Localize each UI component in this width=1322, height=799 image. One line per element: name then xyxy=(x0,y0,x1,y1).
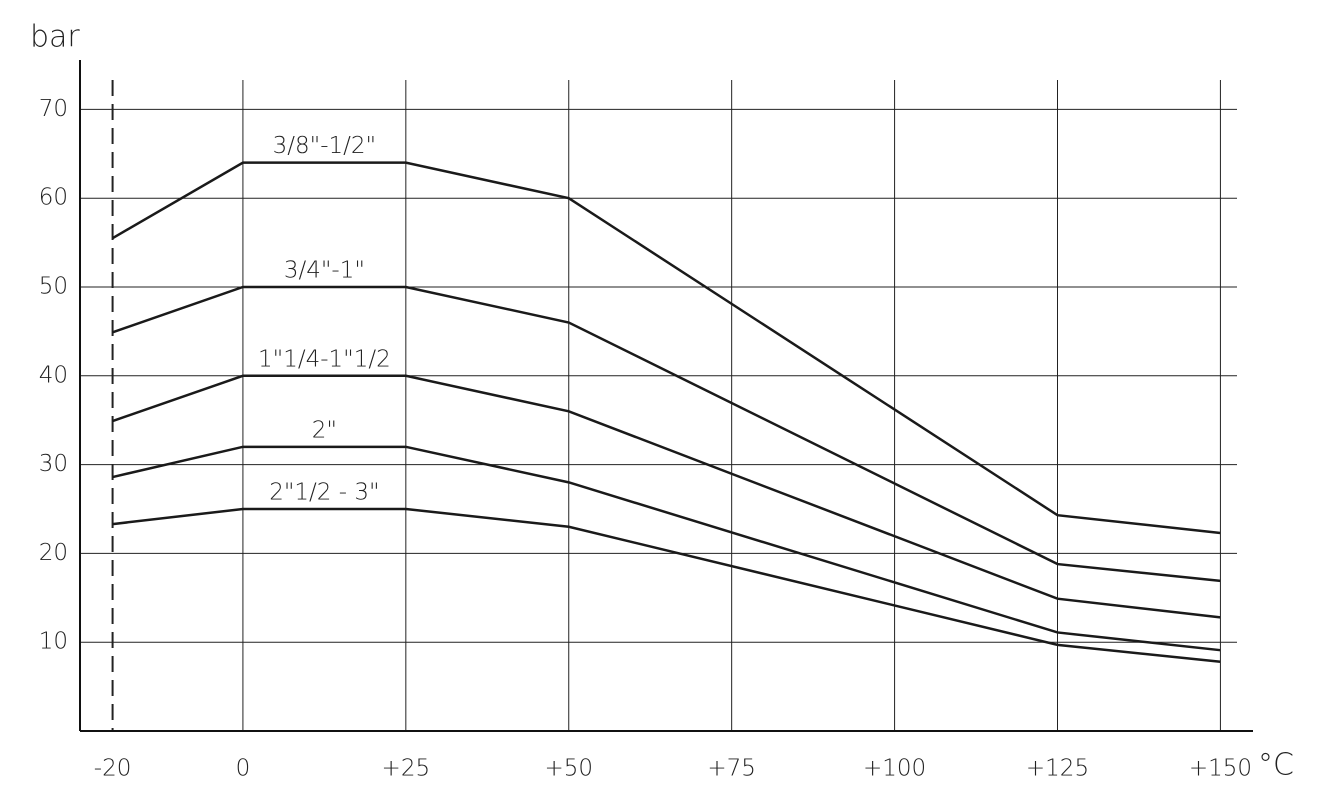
series-line xyxy=(112,445,1221,652)
x-tick-label: +125 xyxy=(1026,756,1089,782)
series-line xyxy=(112,507,1221,663)
series-line xyxy=(112,285,1221,583)
x-tick-label: +50 xyxy=(544,756,593,782)
y-tick-label: 70 xyxy=(39,96,68,122)
series-label: 1"1/4-1"1/2 xyxy=(258,346,391,372)
y-tick-label: 50 xyxy=(39,274,68,300)
series-label: 2" xyxy=(312,417,337,443)
x-tick-label: -20 xyxy=(94,756,132,782)
series-label: 2"1/2 - 3" xyxy=(269,480,379,506)
y-tick-label: 40 xyxy=(39,362,68,388)
y-tick-label: 60 xyxy=(39,185,68,211)
x-tick-label: +75 xyxy=(707,756,756,782)
x-axis-label: °C xyxy=(1258,748,1294,783)
x-tick-label: +150 xyxy=(1189,756,1252,782)
series-line xyxy=(111,161,1221,535)
x-tick-label: +25 xyxy=(382,756,431,782)
y-axis-label: bar xyxy=(30,20,80,55)
x-tick-label: 0 xyxy=(236,756,251,782)
y-tick-label: 30 xyxy=(39,451,68,477)
y-tick-label: 20 xyxy=(39,540,68,566)
x-tick-label: +100 xyxy=(863,756,926,782)
series-line xyxy=(112,374,1221,619)
series-label: 3/4"-1" xyxy=(284,258,365,284)
y-tick-label: 10 xyxy=(39,629,68,655)
series-label: 3/8"-1/2" xyxy=(273,133,377,159)
